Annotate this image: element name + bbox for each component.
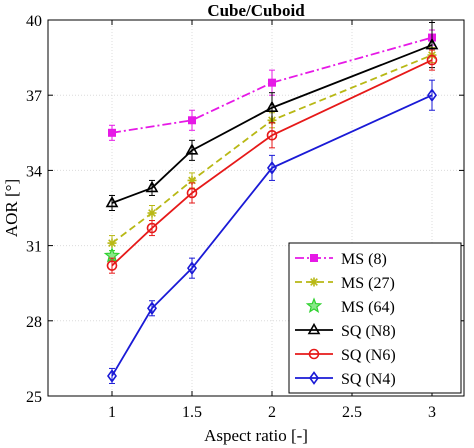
- y-tick-label: 37: [26, 88, 42, 105]
- data-point: [185, 143, 199, 155]
- legend-marker: [310, 254, 318, 262]
- series-5: [107, 79, 437, 384]
- legend-marker: [308, 348, 320, 360]
- legend-box: [288, 242, 462, 394]
- data-point: [267, 161, 277, 175]
- data-point: [146, 222, 158, 234]
- legend-label: SQ (N6): [341, 347, 396, 364]
- x-tick-label: 3: [428, 404, 436, 421]
- series-line: [111, 36, 433, 134]
- legend-item: SQ (N4): [295, 371, 396, 388]
- series-line: [111, 59, 433, 267]
- legend-item: MS (64): [305, 297, 395, 316]
- data-point: [145, 180, 159, 193]
- data-point: [188, 116, 196, 125]
- data-series: [103, 22, 439, 384]
- x-axis-label: Aspect ratio [-]: [204, 426, 308, 445]
- data-point: [268, 78, 276, 87]
- y-tick-label: 40: [26, 13, 42, 30]
- data-point: [107, 238, 117, 248]
- data-point: [266, 130, 278, 141]
- legend-marker: [305, 297, 323, 314]
- legend-item: SQ (N6): [295, 347, 396, 364]
- y-tick-label: 28: [26, 314, 42, 331]
- legend-label: MS (27): [341, 275, 395, 292]
- series-line: [111, 44, 433, 204]
- data-point: [108, 128, 116, 137]
- x-tick-label: 1.5: [182, 404, 202, 421]
- y-tick-label: 31: [26, 239, 42, 256]
- data-point: [105, 195, 119, 208]
- x-tick-label: 2.5: [342, 404, 362, 421]
- legend-item: MS (27): [295, 275, 395, 292]
- data-point: [427, 88, 437, 103]
- y-tick-label: 34: [26, 163, 42, 180]
- data-point: [187, 261, 197, 276]
- legend-marker: [309, 277, 319, 287]
- data-point: [147, 208, 157, 218]
- chart-title: Cube/Cuboid: [207, 1, 305, 20]
- legend-label: MS (64): [341, 299, 395, 316]
- data-point: [426, 54, 438, 66]
- legend-label: SQ (N4): [341, 371, 396, 388]
- legend-marker: [309, 371, 319, 385]
- legend-item: MS (8): [295, 251, 387, 268]
- plot-frame: [47, 19, 465, 397]
- data-point: [147, 301, 157, 316]
- data-point: [425, 37, 439, 50]
- x-tick-label: 2: [268, 404, 276, 421]
- legend: MS (8) MS (27) MS (64) SQ (N8) SQ (N6) SQ (N4…: [288, 242, 462, 394]
- series-line: [111, 94, 433, 377]
- data-point: [106, 260, 118, 271]
- series-3: [105, 22, 439, 212]
- y-tick-label: 25: [26, 389, 42, 406]
- data-point: [186, 187, 198, 199]
- legend-label: SQ (N8): [341, 323, 396, 340]
- series-4: [106, 49, 438, 274]
- legend-item: SQ (N8): [295, 322, 396, 340]
- legend-marker: [307, 322, 321, 335]
- data-point: [265, 100, 279, 113]
- y-axis-label: AOR [°]: [2, 179, 21, 237]
- data-point: [107, 369, 117, 383]
- legend-label: MS (8): [341, 251, 387, 268]
- x-tick-label: 1: [108, 404, 116, 421]
